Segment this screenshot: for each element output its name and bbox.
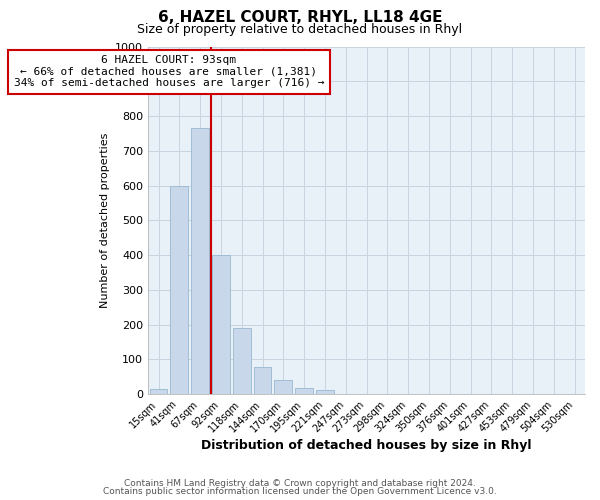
Bar — [212, 255, 230, 394]
Bar — [149, 389, 167, 394]
Bar — [191, 128, 209, 394]
Bar — [316, 390, 334, 394]
Text: 6 HAZEL COURT: 93sqm
← 66% of detached houses are smaller (1,381)
34% of semi-de: 6 HAZEL COURT: 93sqm ← 66% of detached h… — [14, 55, 324, 88]
X-axis label: Distribution of detached houses by size in Rhyl: Distribution of detached houses by size … — [202, 440, 532, 452]
Bar — [254, 367, 271, 394]
Y-axis label: Number of detached properties: Number of detached properties — [100, 132, 110, 308]
Text: Contains public sector information licensed under the Open Government Licence v3: Contains public sector information licen… — [103, 487, 497, 496]
Bar — [295, 388, 313, 394]
Text: Size of property relative to detached houses in Rhyl: Size of property relative to detached ho… — [137, 22, 463, 36]
Text: Contains HM Land Registry data © Crown copyright and database right 2024.: Contains HM Land Registry data © Crown c… — [124, 478, 476, 488]
Bar — [170, 186, 188, 394]
Bar — [233, 328, 251, 394]
Bar — [274, 380, 292, 394]
Text: 6, HAZEL COURT, RHYL, LL18 4GE: 6, HAZEL COURT, RHYL, LL18 4GE — [158, 10, 442, 25]
